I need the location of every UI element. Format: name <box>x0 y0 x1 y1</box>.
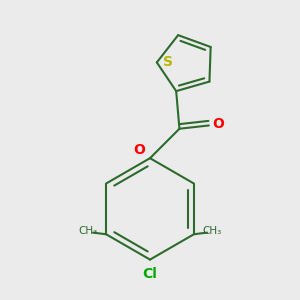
Text: O: O <box>134 143 146 157</box>
Text: CH₃: CH₃ <box>79 226 98 236</box>
Text: O: O <box>212 117 224 131</box>
Text: Cl: Cl <box>142 267 158 281</box>
Text: CH₃: CH₃ <box>202 226 221 236</box>
Text: S: S <box>163 56 173 69</box>
